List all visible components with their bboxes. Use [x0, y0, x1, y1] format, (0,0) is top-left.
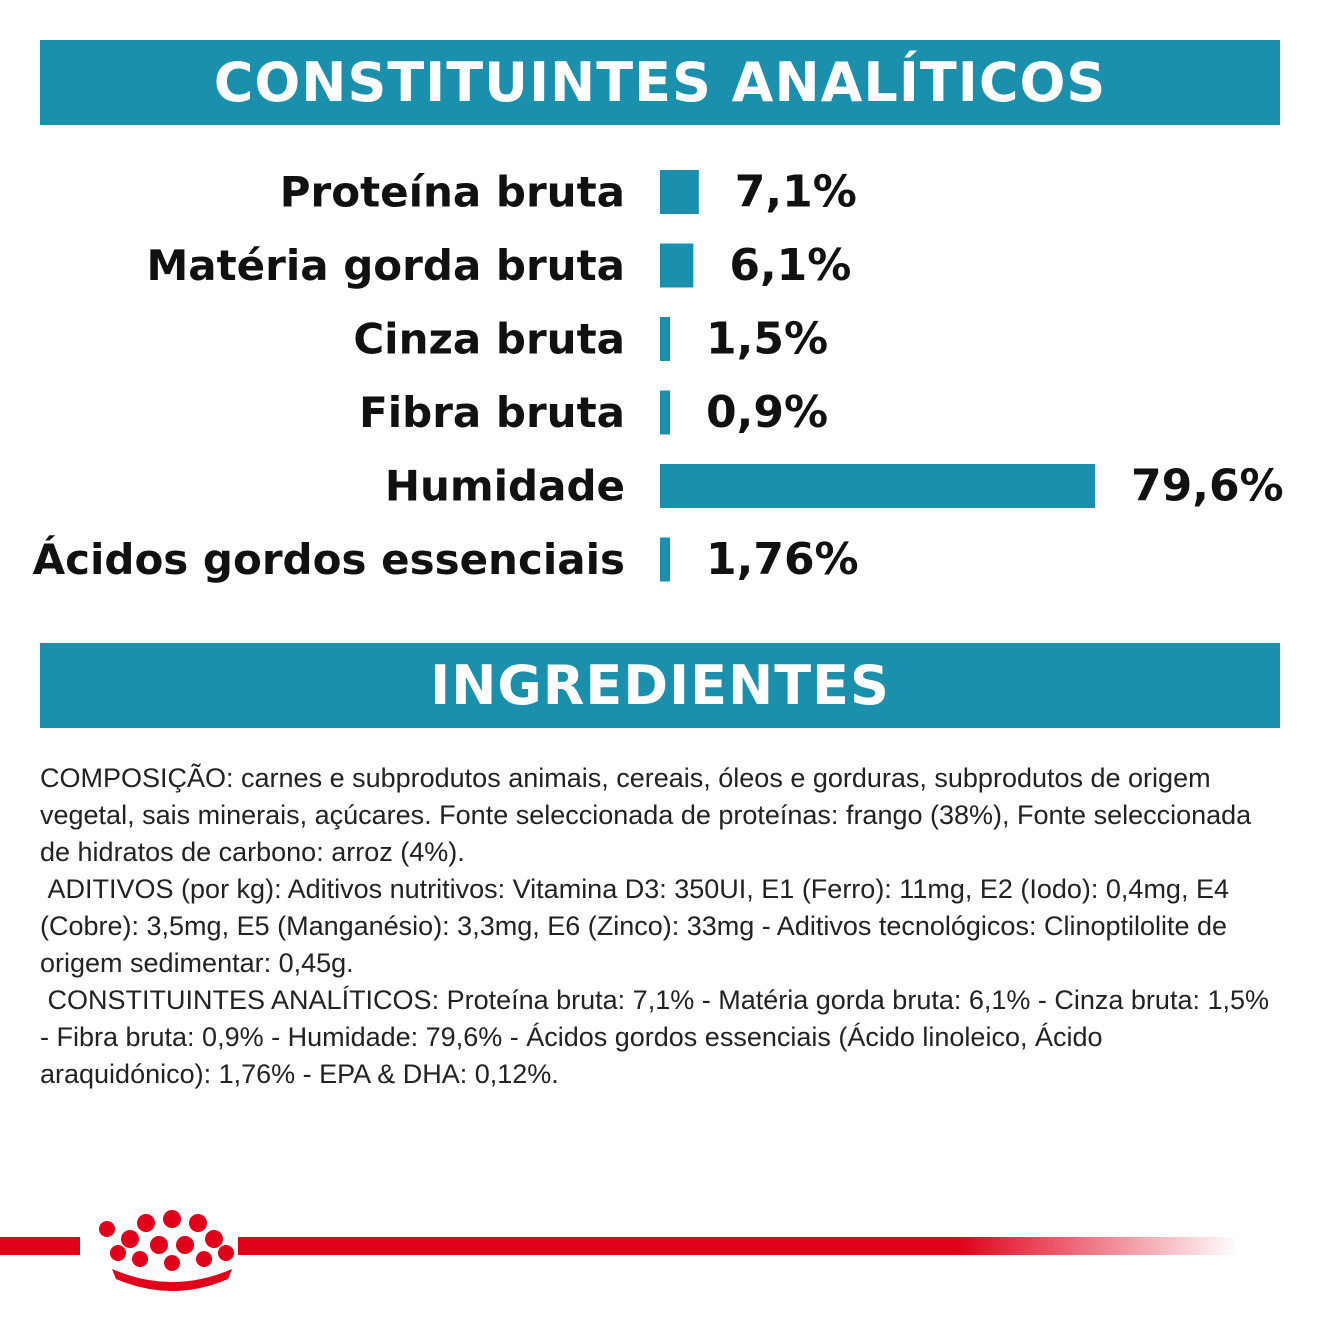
category-label: Humidade	[385, 462, 625, 511]
ingredients-text: COMPOSIÇÃO: carnes e subprodutos animais…	[40, 760, 1280, 1093]
ingredients-analytical: CONSTITUINTES ANALÍTICOS: Proteína bruta…	[40, 985, 1277, 1089]
ingredients-heading-banner: INGREDIENTES	[40, 643, 1280, 728]
bar	[660, 317, 670, 361]
bar	[660, 243, 694, 288]
ingredients-composition: COMPOSIÇÃO: carnes e subprodutos animais…	[40, 763, 1259, 867]
ingredients-additives: ADITIVOS (por kg): Aditivos nutritivos: …	[40, 874, 1237, 978]
analytical-heading: CONSTITUINTES ANALÍTICOS	[213, 51, 1107, 114]
brand-footer	[0, 1210, 1238, 1291]
bar	[660, 464, 1095, 508]
constituents-bar-chart: Proteína bruta 7,1% Matéria gorda bruta 6,1…	[33, 167, 1284, 586]
bar	[660, 537, 670, 582]
footer-line-left	[0, 1237, 80, 1255]
value-label: 7,1%	[735, 167, 857, 218]
crown-icon	[99, 1210, 234, 1291]
value-label: 6,1%	[729, 240, 851, 291]
value-label: 0,9%	[706, 387, 828, 438]
bar	[660, 390, 670, 435]
value-label: 1,5%	[706, 314, 828, 365]
footer-line-right	[238, 1237, 1238, 1255]
ingredients-heading: INGREDIENTES	[430, 654, 890, 717]
value-label: 1,76%	[706, 534, 859, 585]
category-label: Proteína bruta	[280, 168, 625, 217]
category-label: Matéria gorda bruta	[146, 241, 625, 290]
analytical-heading-banner: CONSTITUINTES ANALÍTICOS	[40, 40, 1280, 125]
category-label: Cinza bruta	[353, 315, 625, 364]
bar	[660, 170, 699, 214]
category-label: Ácidos gordos essenciais	[33, 534, 625, 584]
value-label: 79,6%	[1131, 461, 1284, 512]
category-label: Fibra bruta	[359, 388, 625, 437]
